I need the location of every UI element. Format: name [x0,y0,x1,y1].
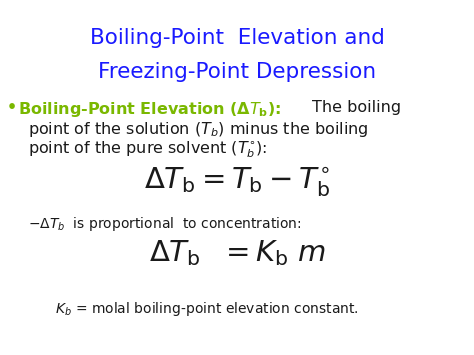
Text: Boiling-Point  Elevation and: Boiling-Point Elevation and [90,28,384,48]
Text: $\Delta T_{\rm b}\ \ = K_{\rm b}\ m$: $\Delta T_{\rm b}\ \ = K_{\rm b}\ m$ [149,238,325,268]
Text: Boiling-Point Elevation ($\mathbf{\Delta\mathit{T}_{b}}$):: Boiling-Point Elevation ($\mathbf{\Delta… [18,100,282,119]
Text: The boiling: The boiling [312,100,401,115]
Text: $-\Delta T_{b}$  is proportional  to concentration:: $-\Delta T_{b}$ is proportional to conce… [28,215,301,233]
Text: $K_{b}$ = molal boiling-point elevation constant.: $K_{b}$ = molal boiling-point elevation … [55,300,359,318]
Text: point of the solution ($\mathit{T}_{b}$) minus the boiling: point of the solution ($\mathit{T}_{b}$)… [28,120,368,139]
Text: $\Delta T_{\rm b} = T_{\rm b} - T^{\circ}_{\rm b}$: $\Delta T_{\rm b} = T_{\rm b} - T^{\circ… [144,165,330,198]
Text: •: • [7,100,17,115]
Text: point of the pure solvent ($\mathit{T}^{\circ}_{b}$):: point of the pure solvent ($\mathit{T}^{… [28,140,267,160]
Text: Freezing-Point Depression: Freezing-Point Depression [98,62,376,82]
